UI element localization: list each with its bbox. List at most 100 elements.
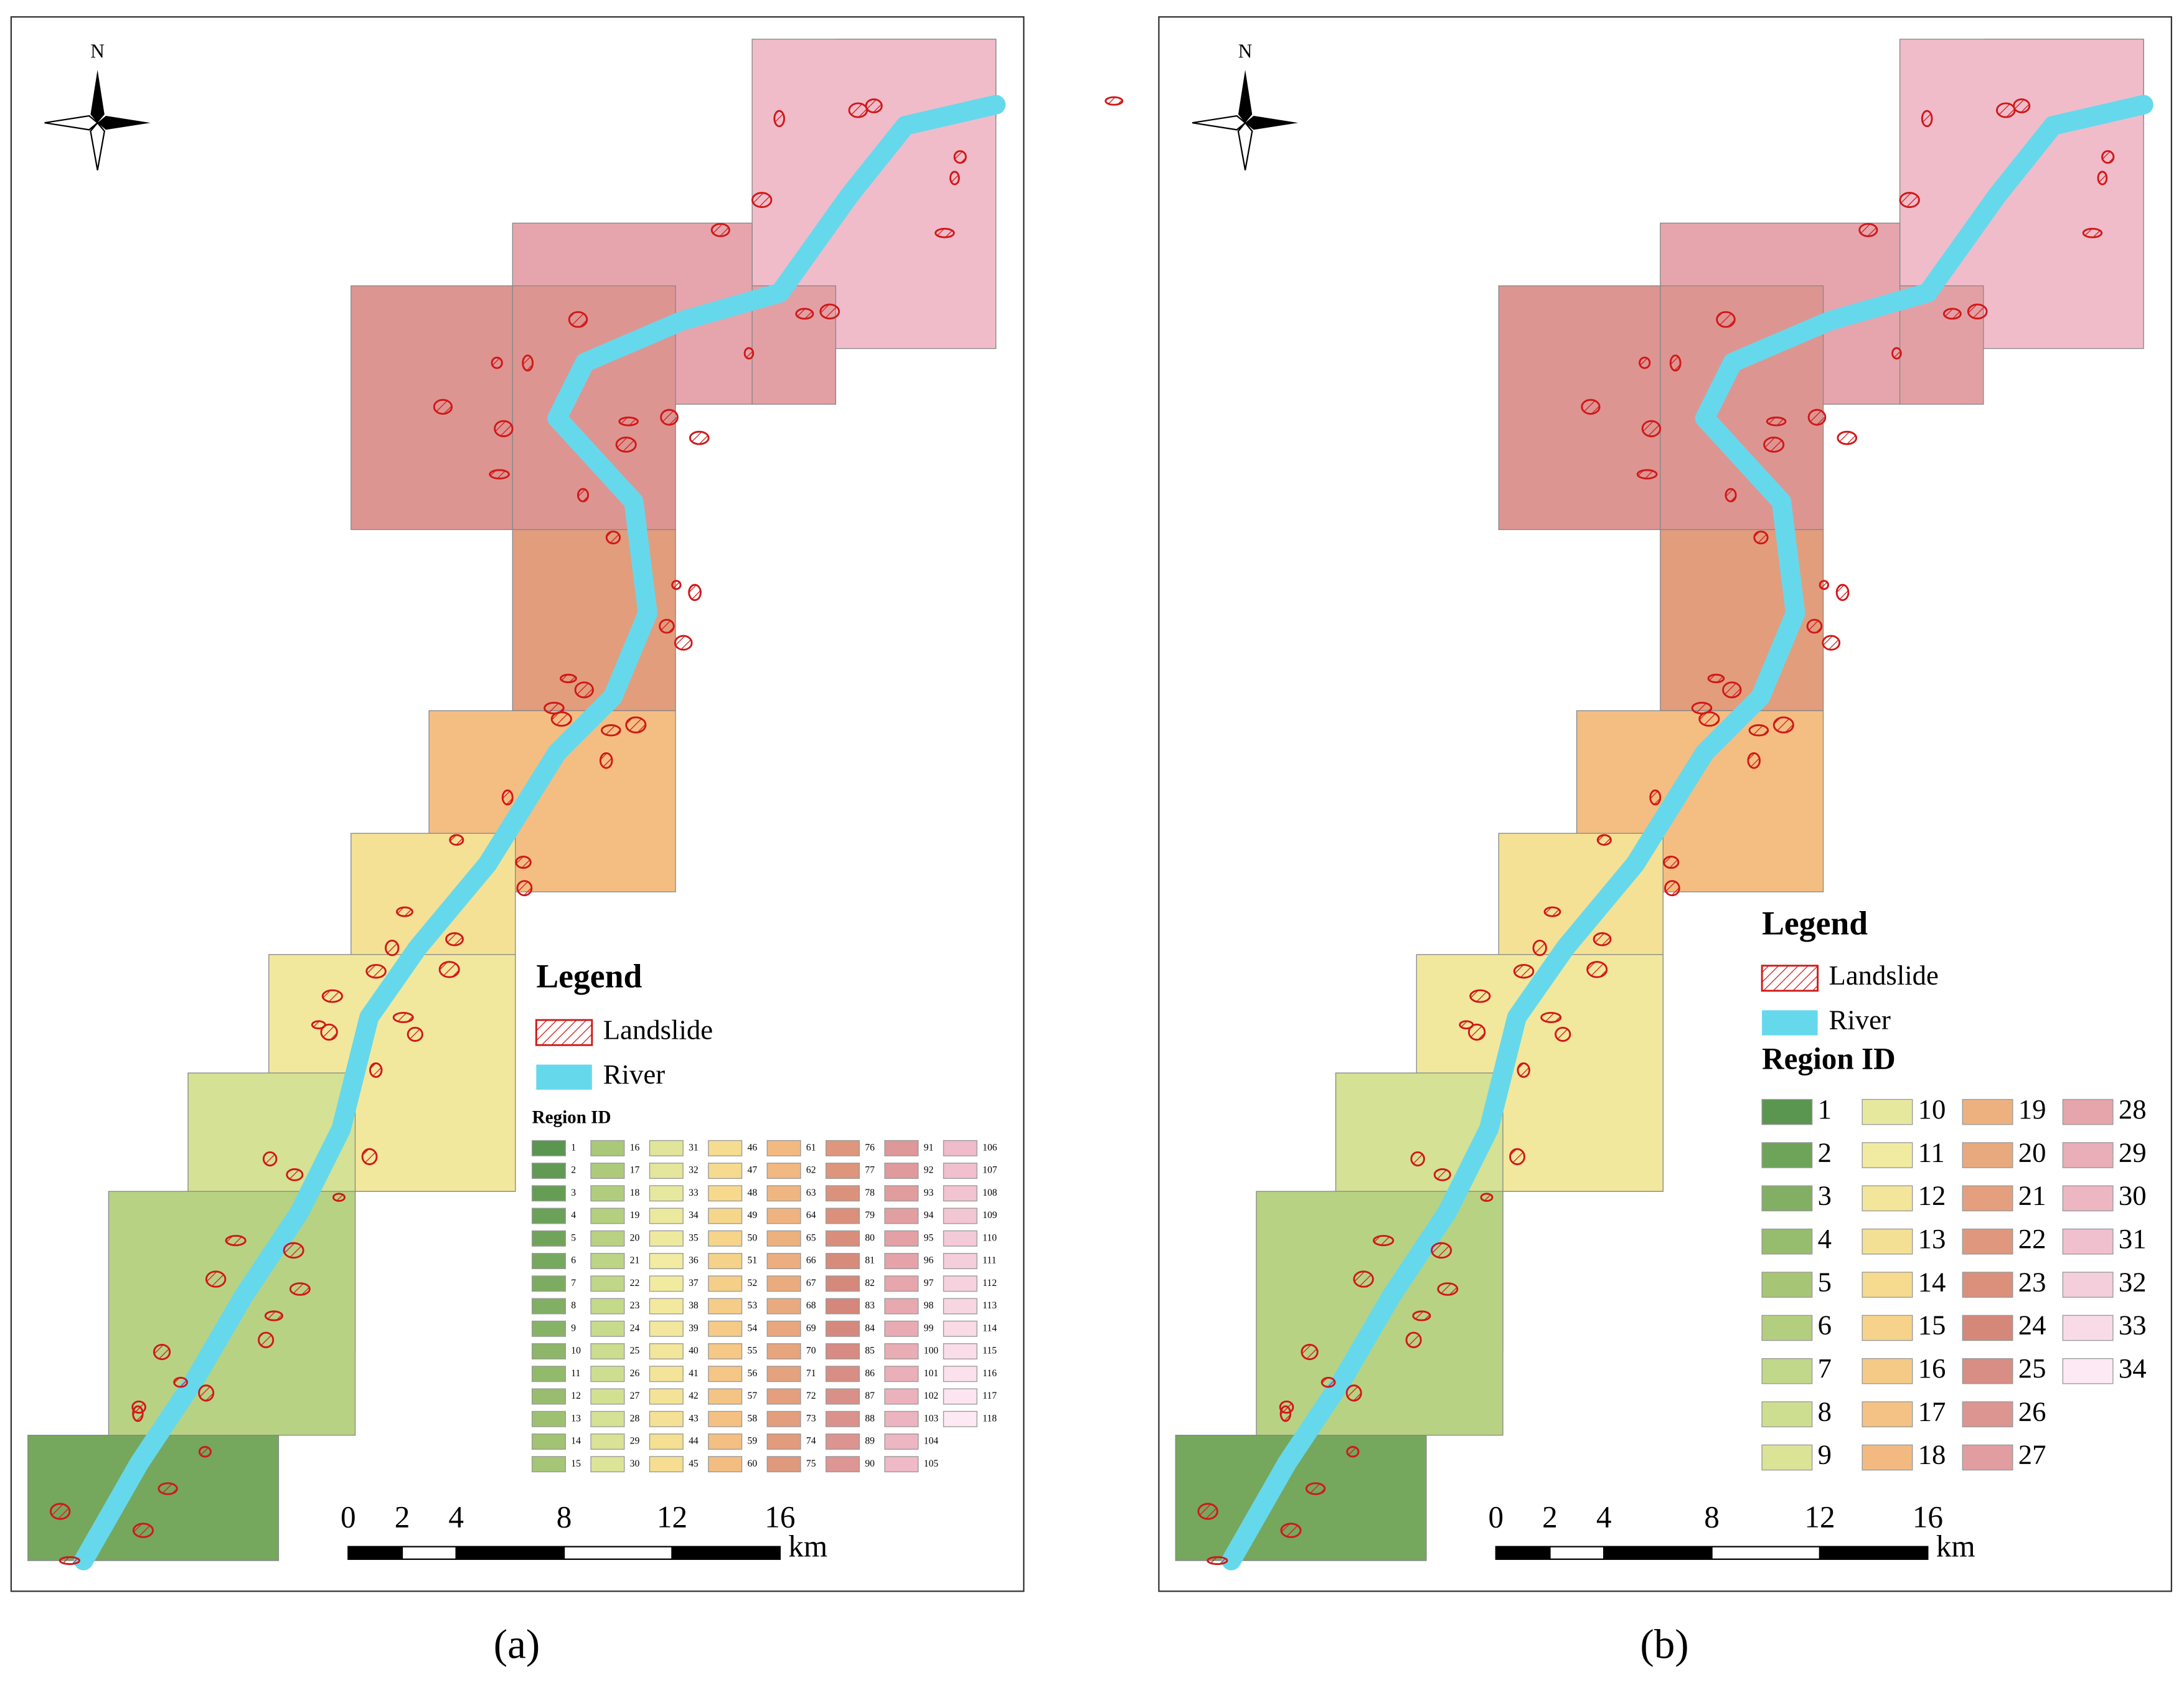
landslide xyxy=(2101,150,2115,164)
region-swatch xyxy=(649,1298,684,1315)
landslide xyxy=(1373,1235,1395,1247)
landslide xyxy=(289,1282,311,1296)
region-swatch xyxy=(826,1140,860,1156)
region-swatch xyxy=(884,1343,919,1359)
region-id: 74 xyxy=(806,1436,816,1447)
region-swatch xyxy=(943,1185,977,1202)
region-swatch xyxy=(766,1434,801,1450)
region-id: 5 xyxy=(1818,1266,1832,1297)
region-swatch xyxy=(943,1366,977,1382)
region-id: 94 xyxy=(924,1210,934,1221)
landslide xyxy=(1405,1331,1422,1348)
region-id: 38 xyxy=(689,1300,699,1311)
landslide xyxy=(710,223,730,237)
region-id: 89 xyxy=(865,1436,875,1447)
region-id: 13 xyxy=(571,1413,581,1424)
landslide xyxy=(1513,963,1535,979)
region-swatch xyxy=(1962,1185,2013,1212)
landslide xyxy=(438,961,460,978)
landslide xyxy=(1305,1482,1326,1495)
region-swatch xyxy=(708,1343,743,1359)
landslide xyxy=(1921,110,1933,128)
region-swatch xyxy=(884,1410,919,1427)
region-swatch xyxy=(531,1140,566,1156)
region-id: 30 xyxy=(2119,1180,2147,1211)
landslide xyxy=(1345,1384,1362,1402)
region-id: 95 xyxy=(924,1232,934,1243)
legend-item: Landslide xyxy=(1829,960,1939,991)
landslide xyxy=(59,1556,80,1566)
landslide xyxy=(953,150,967,164)
region-id: 35 xyxy=(689,1232,699,1243)
region-swatch xyxy=(649,1388,684,1405)
region-id: 20 xyxy=(2018,1136,2046,1168)
region-swatch xyxy=(708,1140,743,1156)
region-block xyxy=(1498,285,1661,531)
landslide xyxy=(264,1310,284,1321)
landslide xyxy=(1517,1062,1530,1078)
region-id: 64 xyxy=(806,1210,816,1221)
landslide xyxy=(205,1270,227,1288)
region-swatch xyxy=(766,1207,801,1224)
region-id: 88 xyxy=(865,1413,875,1424)
region-id: 66 xyxy=(806,1255,816,1266)
legend-swatch xyxy=(536,1064,592,1090)
region-swatch xyxy=(1962,1444,2013,1471)
landslide xyxy=(1346,1446,1360,1458)
region-id: 108 xyxy=(982,1188,997,1198)
region-id: 32 xyxy=(689,1165,699,1176)
region-id: 24 xyxy=(2018,1310,2046,1341)
landslide xyxy=(1641,420,1662,438)
region-swatch xyxy=(1761,1444,1813,1471)
north-arrow xyxy=(1192,115,1246,131)
legend-title: Legend xyxy=(1762,904,1868,942)
region-id: 27 xyxy=(2018,1439,2046,1470)
north-arrow xyxy=(97,116,151,130)
landslide xyxy=(361,1148,378,1166)
region-id: 46 xyxy=(748,1142,758,1153)
landslide xyxy=(605,531,621,545)
region-swatch xyxy=(943,1343,977,1359)
landslide xyxy=(819,303,840,319)
region-id: 28 xyxy=(630,1413,640,1424)
region-id: 68 xyxy=(806,1300,816,1311)
landslide xyxy=(1279,1405,1292,1422)
landslide xyxy=(1819,580,1830,590)
landslide xyxy=(1942,308,1962,320)
region-swatch xyxy=(943,1140,977,1156)
region-swatch xyxy=(1862,1358,1913,1384)
region-id: 40 xyxy=(689,1346,699,1356)
landslide xyxy=(515,856,532,869)
region-swatch xyxy=(649,1185,684,1202)
region-swatch xyxy=(649,1434,684,1450)
region-swatch xyxy=(884,1140,919,1156)
region-swatch xyxy=(1962,1272,2013,1298)
region-title: Region ID xyxy=(532,1108,611,1128)
landslide xyxy=(1716,311,1736,328)
landslide xyxy=(1431,1242,1452,1259)
region-id: 58 xyxy=(748,1413,758,1424)
region-swatch xyxy=(1761,1358,1813,1384)
region-swatch xyxy=(649,1275,684,1292)
region-id: 107 xyxy=(982,1165,997,1176)
landslide xyxy=(773,110,785,128)
region-swatch xyxy=(531,1185,566,1202)
region-id: 103 xyxy=(924,1413,939,1424)
landslide xyxy=(795,308,814,320)
region-swatch xyxy=(2062,1358,2114,1384)
region-swatch xyxy=(943,1253,977,1270)
region-id: 73 xyxy=(806,1413,816,1424)
landslide xyxy=(198,1446,212,1458)
region-swatch xyxy=(766,1388,801,1405)
region-id: 116 xyxy=(982,1368,997,1379)
region-id: 71 xyxy=(806,1368,816,1379)
region-swatch xyxy=(1761,1401,1813,1427)
scale-segment xyxy=(563,1546,673,1560)
region-swatch xyxy=(884,1185,919,1202)
region-id: 106 xyxy=(982,1142,997,1153)
landslide xyxy=(1532,939,1547,957)
north-label: N xyxy=(1238,40,1253,62)
region-id: 90 xyxy=(865,1458,875,1469)
region-swatch xyxy=(2062,1142,2114,1168)
